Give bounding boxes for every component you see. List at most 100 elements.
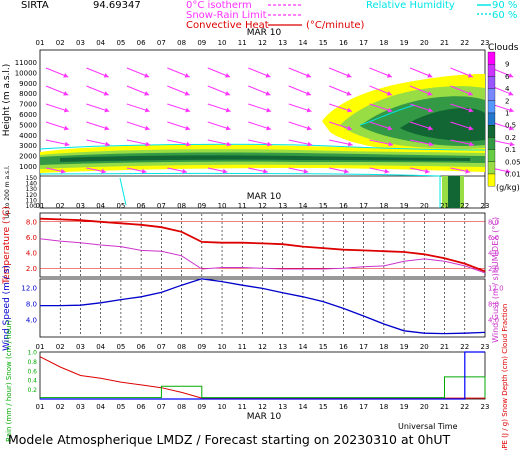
wind-arrow-head bbox=[469, 141, 475, 147]
hour-tick-label: 08 bbox=[177, 202, 186, 210]
gust-y-label: Wind Gust (m / s) bbox=[491, 273, 500, 343]
hour-tick-label: 21 bbox=[440, 403, 449, 411]
wind-arrow-head bbox=[225, 107, 231, 113]
hour-tick-label: 22 bbox=[460, 202, 469, 210]
hour-tick-label: 07 bbox=[157, 39, 166, 47]
cloud-y-ticks: 11000 10000 9000 8000 7000 6000 5000 4000 3000 20… bbox=[15, 59, 37, 210]
hour-tick-label: 21 bbox=[440, 39, 449, 47]
hour-tick-label: 17 bbox=[359, 202, 368, 210]
hour-tick-label: 01 bbox=[36, 39, 45, 47]
humidex-y-tick-label: 6.0 bbox=[488, 234, 499, 242]
wind-arrow-head bbox=[266, 107, 272, 113]
cloud-panel: 1100010000900080007000600050004000300020… bbox=[2, 49, 515, 219]
hour-tick-label: 20 bbox=[420, 39, 429, 47]
colorbar-unit: (g/kg) bbox=[496, 183, 520, 192]
hour-tick-label: 13 bbox=[278, 202, 287, 210]
wind-arrow-head bbox=[388, 141, 394, 147]
hour-tick-label: 22 bbox=[460, 39, 469, 47]
wind-arrow-head bbox=[508, 73, 514, 78]
date-label-mid: MAR 10 bbox=[247, 192, 282, 202]
wind-arrow-head bbox=[141, 168, 147, 174]
cloud-y-label: Height (m a.s.l.) bbox=[2, 64, 12, 137]
hour-tick-label: 17 bbox=[359, 403, 368, 411]
convective-legend: Convective Heat bbox=[186, 20, 269, 31]
wind-arrow-head bbox=[467, 91, 473, 96]
rh-contour-lower bbox=[39, 172, 441, 208]
wind-arrow-head bbox=[343, 168, 349, 174]
hour-tick-label: 16 bbox=[339, 403, 348, 411]
hour-tick-label: 04 bbox=[96, 39, 105, 47]
wind-arrow-head bbox=[424, 168, 430, 174]
wind-arrow-head bbox=[266, 141, 272, 147]
colorbar-level-label: 0.2 bbox=[505, 134, 516, 142]
cloud-y-tick-label: 1000 bbox=[19, 163, 37, 171]
hour-tick-label: 23 bbox=[481, 343, 490, 351]
hour-tick-label: 04 bbox=[96, 343, 105, 351]
wind-panel: 12.0 12.08.0 8.04.0 4.0 Wind Speed (m / s) … bbox=[2, 265, 504, 351]
hour-tick-label: 03 bbox=[76, 39, 85, 47]
colorbar-title: Clouds bbox=[488, 43, 519, 53]
temperature-y-ticks: 8.0 8.0 6.0 6.0 4.0 4.0 2.0 2.0 bbox=[26, 218, 499, 273]
hour-tick-label: 11 bbox=[238, 403, 247, 411]
gust-y-tick-label: 8.0 bbox=[488, 301, 499, 309]
convective-unit: (°C/minute) bbox=[306, 20, 365, 31]
hour-tick-label: 05 bbox=[116, 202, 125, 210]
hour-tick-label: 13 bbox=[278, 403, 287, 411]
hour-tick-label: 15 bbox=[319, 202, 328, 210]
hour-tick-label: 10 bbox=[218, 39, 227, 47]
hour-tick-label: 14 bbox=[298, 343, 307, 351]
hour-tick-label: 15 bbox=[319, 403, 328, 411]
hour-tick-label: 18 bbox=[379, 39, 388, 47]
hour-tick-label: 11 bbox=[238, 343, 247, 351]
precip-y-tick-label: 0.2 bbox=[27, 387, 37, 394]
hour-tick-label: 19 bbox=[400, 202, 409, 210]
wind-grid bbox=[59, 280, 466, 336]
wind-arrow-head bbox=[427, 91, 433, 96]
colorbar-swatch bbox=[487, 88, 496, 101]
hour-tick-label: 02 bbox=[56, 39, 65, 47]
hour-tick-label: 03 bbox=[76, 202, 85, 210]
wind-arrow-head bbox=[145, 141, 151, 147]
humidex-y-label: HUMIDEX (°C) bbox=[491, 217, 500, 273]
hour-tick-label: 23 bbox=[481, 403, 490, 411]
wind-arrow-head bbox=[60, 168, 66, 174]
wind-arrow-head bbox=[428, 141, 434, 147]
cloud-y-tick-label: 8000 bbox=[19, 90, 37, 98]
wind-arrow-head bbox=[387, 107, 393, 113]
wind-arrow-head bbox=[306, 91, 311, 96]
wind-arrow-head bbox=[182, 168, 187, 174]
wind-arrow-head bbox=[226, 141, 232, 147]
cloud-y-tick-label-lower: 140 bbox=[26, 181, 38, 188]
hour-tick-label: 23 bbox=[481, 202, 490, 210]
colorbar-cells: 9 6 4 2 1 0.5 0.2 0.1 0.05 0.01 bbox=[487, 51, 521, 187]
wind-arrow-head bbox=[101, 168, 107, 174]
mid-hour-axis: 01 02 03 04 05 06 07 08 09 10 11 12 13 14 15 16 17 18 19 20… bbox=[36, 202, 490, 210]
wind-arrow-head bbox=[509, 141, 515, 147]
wind-arrow-head bbox=[266, 125, 272, 131]
colorbar-level-label: 0.1 bbox=[505, 146, 516, 154]
rh-contour-lower-2 bbox=[119, 177, 127, 206]
wind-arrow-head bbox=[306, 107, 312, 113]
colorbar-level-label: 0.05 bbox=[505, 158, 521, 166]
hour-tick-label: 20 bbox=[420, 403, 429, 411]
wind-arrow-head bbox=[468, 125, 474, 131]
wind-arrow-head bbox=[144, 73, 150, 78]
wind-arrow-head bbox=[222, 168, 228, 174]
temperature-y-tick-label: 6.0 bbox=[26, 234, 37, 242]
footer-caption: Modele Atmospherique LMDZ / Forecast sta… bbox=[8, 432, 451, 447]
temperature-panel: 8.0 8.0 6.0 6.0 4.0 4.0 2.0 2.0 Temperature (°C… bbox=[2, 206, 500, 285]
hour-tick-label: 05 bbox=[116, 39, 125, 47]
wind-arrow-head bbox=[186, 141, 191, 147]
wind-arrow-head bbox=[104, 125, 110, 131]
hour-tick-label: 01 bbox=[36, 403, 45, 411]
wind-arrow-head bbox=[263, 168, 268, 174]
hour-tick-label: 19 bbox=[400, 343, 409, 351]
temperature-y-tick-label: 4.0 bbox=[26, 249, 37, 257]
wind-arrow-head bbox=[386, 73, 392, 78]
hour-tick-label: 15 bbox=[319, 343, 328, 351]
wind-y-tick-label: 12.0 bbox=[21, 285, 37, 293]
hour-tick-label: 07 bbox=[157, 202, 166, 210]
cloud-y-label-lower: Up to 200 m a.s.l. bbox=[4, 165, 11, 218]
wind-arrow-head bbox=[347, 141, 353, 147]
colorbar-swatch bbox=[487, 149, 496, 162]
